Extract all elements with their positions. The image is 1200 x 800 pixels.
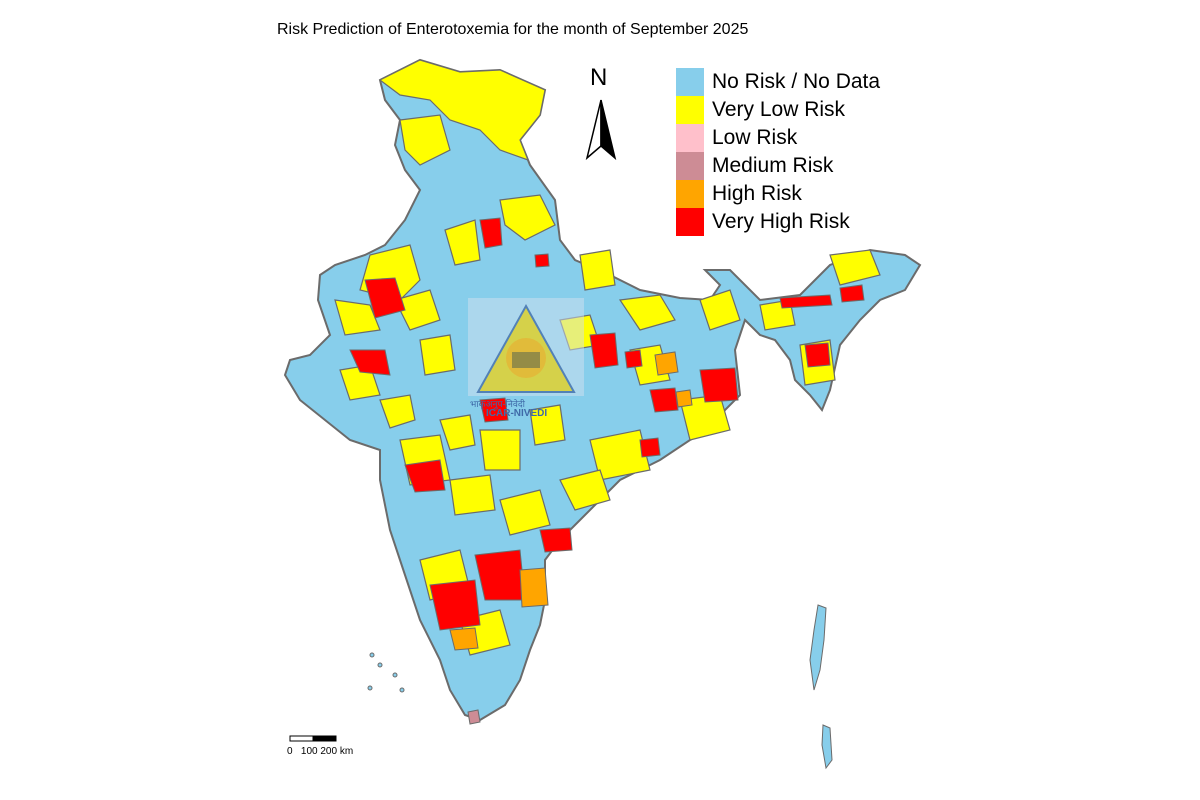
legend-label: No Risk / No Data	[712, 70, 881, 93]
watermark-line2: ICAR-NIVEDI	[486, 408, 548, 419]
legend-label: Very Low Risk	[712, 98, 846, 121]
north-label: N	[590, 64, 608, 91]
legend-swatch	[676, 180, 704, 208]
legend-swatch	[676, 152, 704, 180]
legend-swatch	[676, 68, 704, 96]
legend-label: Very High Risk	[712, 210, 850, 233]
legend-item: Very Low Risk	[676, 96, 880, 124]
nivedi-logo-watermark	[466, 296, 586, 421]
legend-item: High Risk	[676, 180, 880, 208]
scale-bar	[289, 735, 337, 742]
legend-swatch	[676, 124, 704, 152]
map-title: Risk Prediction of Enterotoxemia for the…	[277, 21, 749, 38]
watermark-line1: भाकृअनुप-निवेदी	[470, 399, 525, 409]
legend-swatch	[676, 96, 704, 124]
legend-item: Low Risk	[676, 124, 880, 152]
north-arrow-icon	[585, 99, 617, 161]
island-territories	[367, 604, 833, 770]
high-risk-districts	[449, 351, 693, 651]
scale-bar-labels: 0 100 200 km	[287, 746, 354, 757]
very-high-risk-districts	[349, 217, 865, 631]
legend-label: Low Risk	[712, 126, 798, 149]
medium-risk-districts	[467, 709, 481, 725]
legend-item: Medium Risk	[676, 152, 880, 180]
legend-label: High Risk	[712, 182, 802, 205]
legend-label: Medium Risk	[712, 154, 834, 177]
legend-swatch	[676, 208, 704, 236]
legend: No Risk / No Data Very Low Risk Low Risk Me…	[676, 68, 880, 236]
legend-item: No Risk / No Data	[676, 68, 880, 96]
legend-item: Very High Risk	[676, 208, 880, 236]
